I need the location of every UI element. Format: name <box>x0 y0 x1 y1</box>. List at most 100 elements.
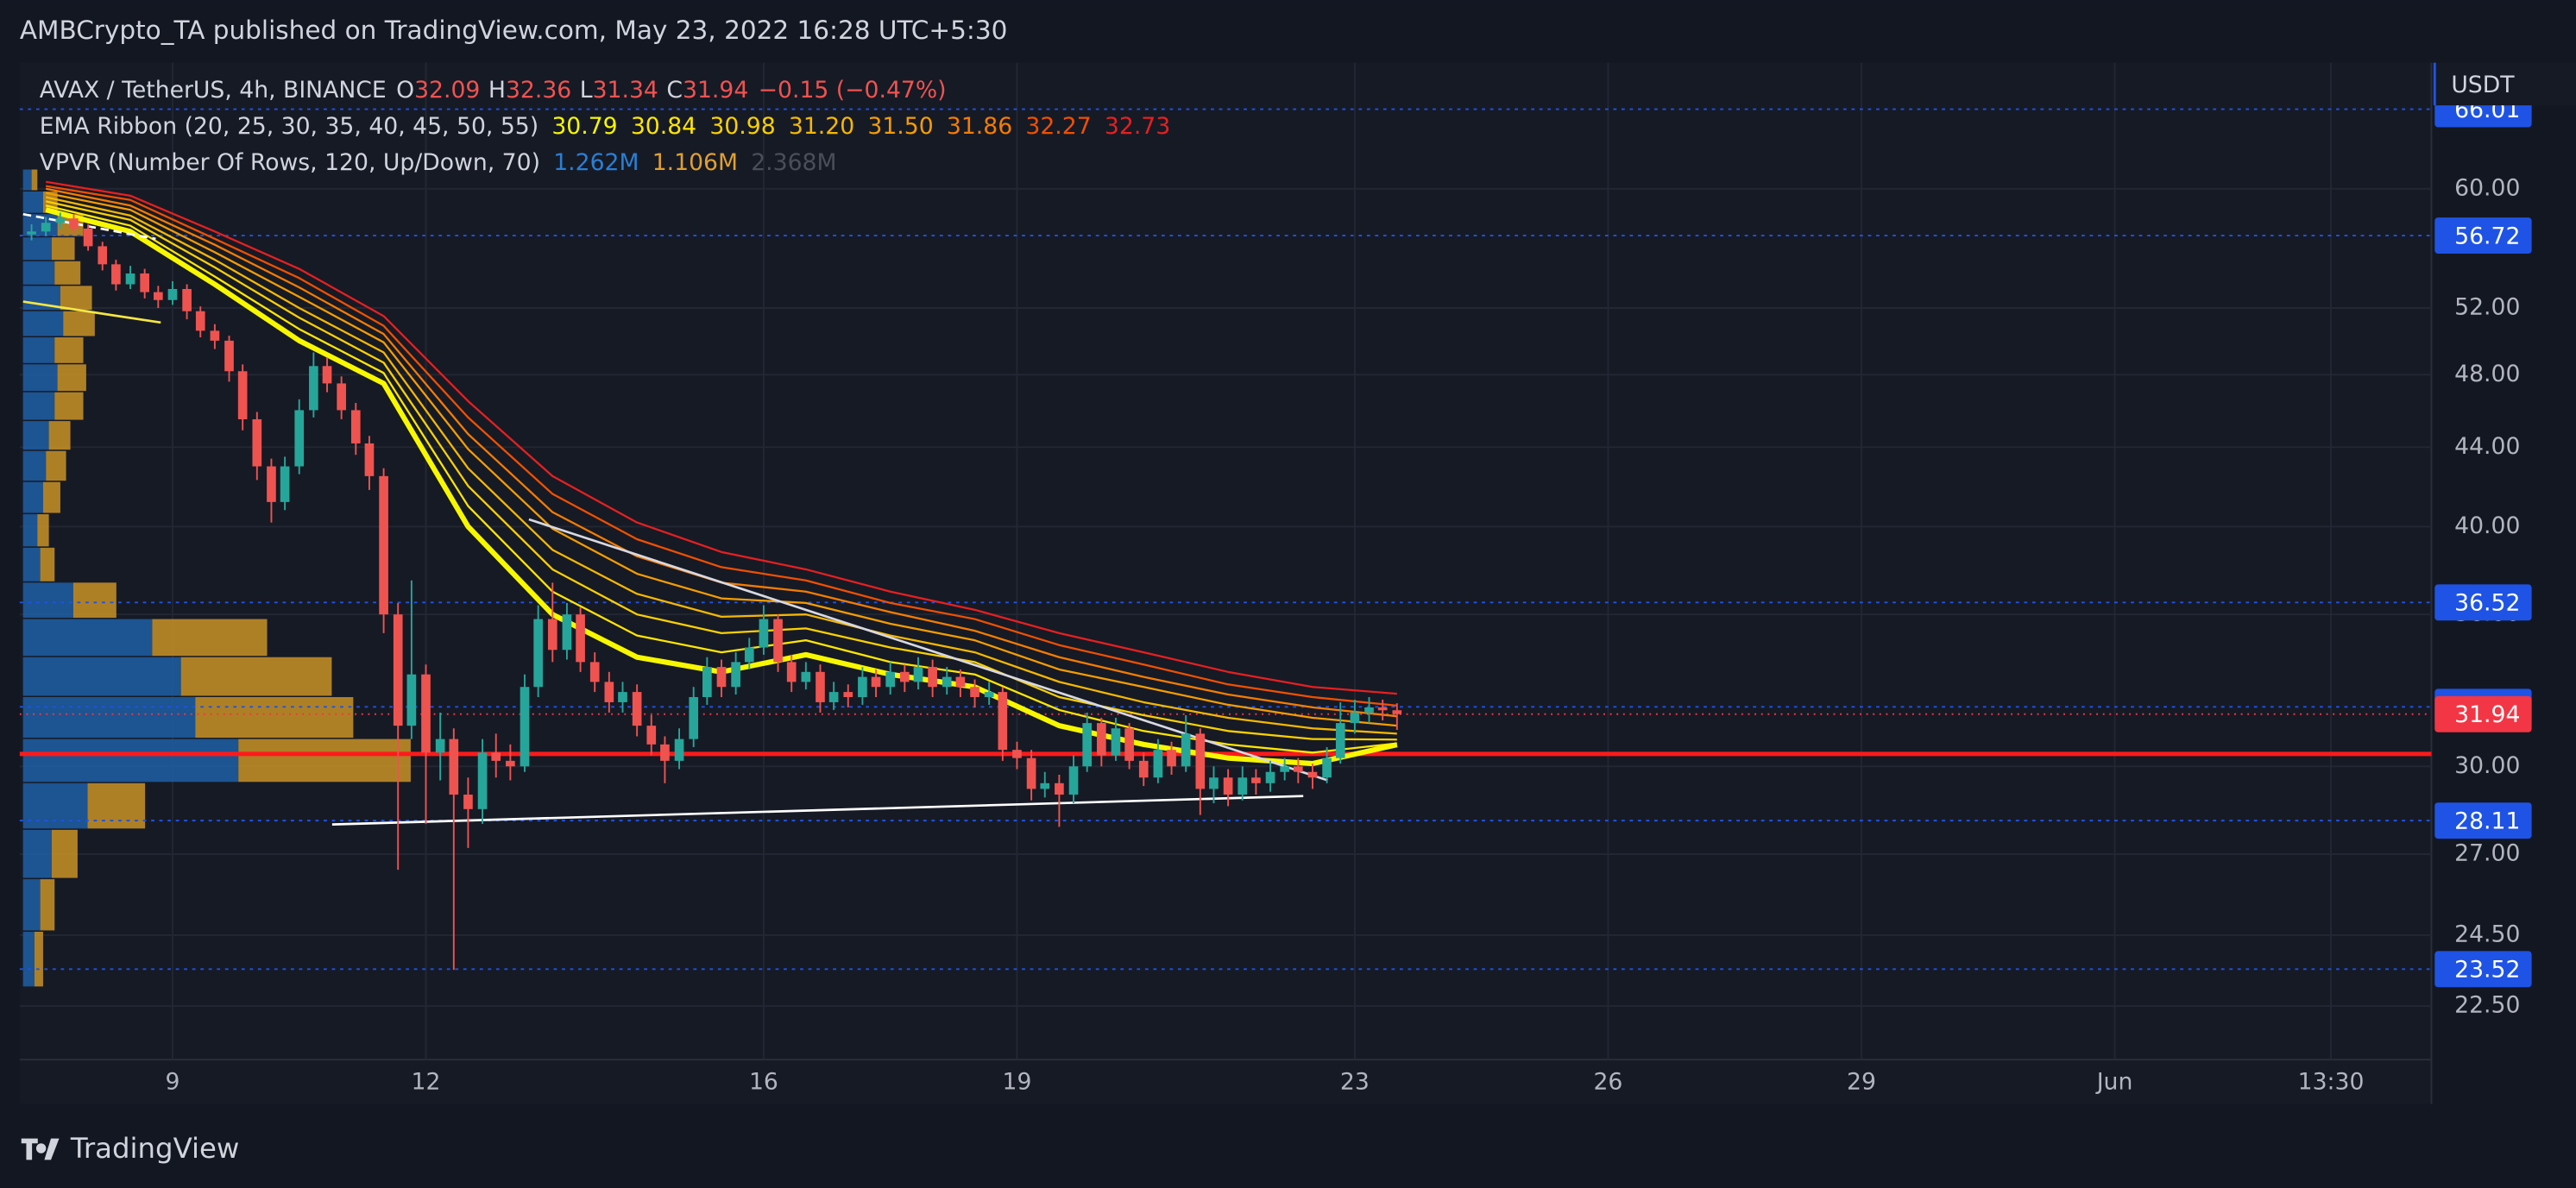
ema-line <box>45 180 1397 695</box>
price-label-box <box>2434 951 2532 988</box>
candle-body <box>1350 712 1360 724</box>
vpvr-down-bar <box>48 421 71 450</box>
vpvr-down-bar <box>72 582 117 619</box>
vpvr-up-bar <box>22 450 47 481</box>
vpvr-up-bar <box>22 261 55 285</box>
price-label: 36.52 <box>2454 590 2520 617</box>
candle-body <box>83 228 93 247</box>
candle-body <box>604 682 614 702</box>
candle-body <box>913 667 923 682</box>
y-tick-label: 52.00 <box>2454 294 2520 321</box>
candle-body <box>210 330 220 341</box>
candle-body <box>955 676 966 688</box>
ema-legend-value: 32.73 <box>1105 112 1170 139</box>
y-tick-label: 30.00 <box>2454 752 2520 779</box>
vpvr-up-bar <box>22 169 32 191</box>
candle-body <box>1040 783 1050 789</box>
candle-body <box>153 292 163 300</box>
vpvr-down-bar <box>54 261 81 285</box>
candle-body <box>1322 757 1332 778</box>
candle-body <box>280 466 290 502</box>
vpvr-down-bar <box>40 547 55 581</box>
vpvr-up-bar <box>22 392 55 420</box>
candle-body <box>463 795 473 809</box>
vpvr-up-bar <box>22 514 38 547</box>
candle-body <box>632 692 642 726</box>
candle-body <box>224 340 234 372</box>
candle-body <box>252 418 262 467</box>
candle-body <box>364 443 375 476</box>
candle-body <box>928 667 937 688</box>
legend-line: EMA Ribbon (20, 25, 30, 35, 40, 45, 50, … <box>40 112 1171 139</box>
candle-body <box>828 692 839 702</box>
candle-body <box>1124 728 1134 761</box>
candle-body <box>660 744 670 761</box>
candle-body <box>533 619 543 688</box>
candle-body <box>1181 733 1191 767</box>
vpvr-up-bar <box>22 481 43 513</box>
candle-body <box>267 466 276 502</box>
candle-body <box>1307 771 1318 778</box>
ema-legend-value: 31.50 <box>867 112 933 139</box>
vpvr-down-bar <box>54 337 84 363</box>
candle-body <box>1364 707 1374 713</box>
candle-body <box>1068 766 1079 795</box>
vpvr-down-bar <box>54 392 84 420</box>
price-label: 23.52 <box>2454 957 2520 984</box>
price-label: 56.72 <box>2454 223 2520 249</box>
vpvr-down-bar <box>60 286 92 311</box>
legend-ohlc-value: 32.09 <box>414 77 480 104</box>
vpvr-legend-value: 2.368M <box>751 148 836 175</box>
candle-body <box>41 223 51 232</box>
candle-body <box>1096 723 1106 756</box>
candle-body <box>689 697 699 739</box>
x-tick-label: 23 <box>1340 1068 1370 1095</box>
legend-ohlc-label: C <box>666 77 683 104</box>
vpvr-up-bar <box>22 619 153 657</box>
x-tick-label: 13:30 <box>2298 1068 2365 1095</box>
legend-line: AVAX / TetherUS, 4h, BINANCE O32.09 H32.36… <box>40 77 947 104</box>
vpvr-up-bar <box>22 421 49 450</box>
legend-symbol: AVAX / TetherUS, 4h, BINANCE <box>40 77 387 104</box>
candle-body <box>1251 777 1261 783</box>
candle-body <box>406 674 417 726</box>
ema-line <box>45 192 1397 727</box>
candle-body <box>1293 766 1303 772</box>
candle-body <box>393 614 403 726</box>
vpvr-down-bar <box>87 783 146 829</box>
candle-body <box>773 619 783 663</box>
legend-ohlc-label: H <box>488 77 506 104</box>
candle-body <box>970 687 979 698</box>
x-tick-label: 19 <box>1003 1068 1032 1095</box>
vpvr-up-bar <box>22 337 55 363</box>
candle-body <box>816 671 825 702</box>
axis-unit-box <box>2433 62 2576 106</box>
price-label: 28.11 <box>2454 808 2520 835</box>
vpvr-up-bar <box>22 547 41 581</box>
y-tick-label: 24.50 <box>2454 921 2520 947</box>
vpvr-up-bar <box>22 739 239 783</box>
candle-body <box>27 231 36 235</box>
price-label-box <box>2434 217 2532 255</box>
vpvr-down-bar <box>42 481 60 513</box>
ema-legend-value: 31.20 <box>789 112 854 139</box>
candle-body <box>1012 750 1022 758</box>
vpvr-down-bar <box>63 311 95 336</box>
x-tick-label: Jun <box>2095 1068 2133 1095</box>
candle-body <box>998 692 1008 751</box>
ema-line <box>45 200 1397 741</box>
y-tick-label: 27.00 <box>2454 840 2520 867</box>
candle-body <box>1055 783 1064 795</box>
vpvr-down-bar <box>51 829 78 878</box>
vpvr-up-bar <box>22 783 88 829</box>
candle-body <box>1392 710 1402 714</box>
vpvr-down-bar <box>152 619 268 657</box>
vpvr-down-bar <box>180 657 332 696</box>
y-tick-label: 60.00 <box>2454 174 2520 201</box>
candle-body <box>309 366 318 411</box>
candle-body <box>322 366 332 384</box>
vpvr-up-bar <box>22 192 43 213</box>
axis-unit: USDT <box>2451 72 2515 98</box>
legend-ohlc-value: 32.36 <box>506 77 571 104</box>
